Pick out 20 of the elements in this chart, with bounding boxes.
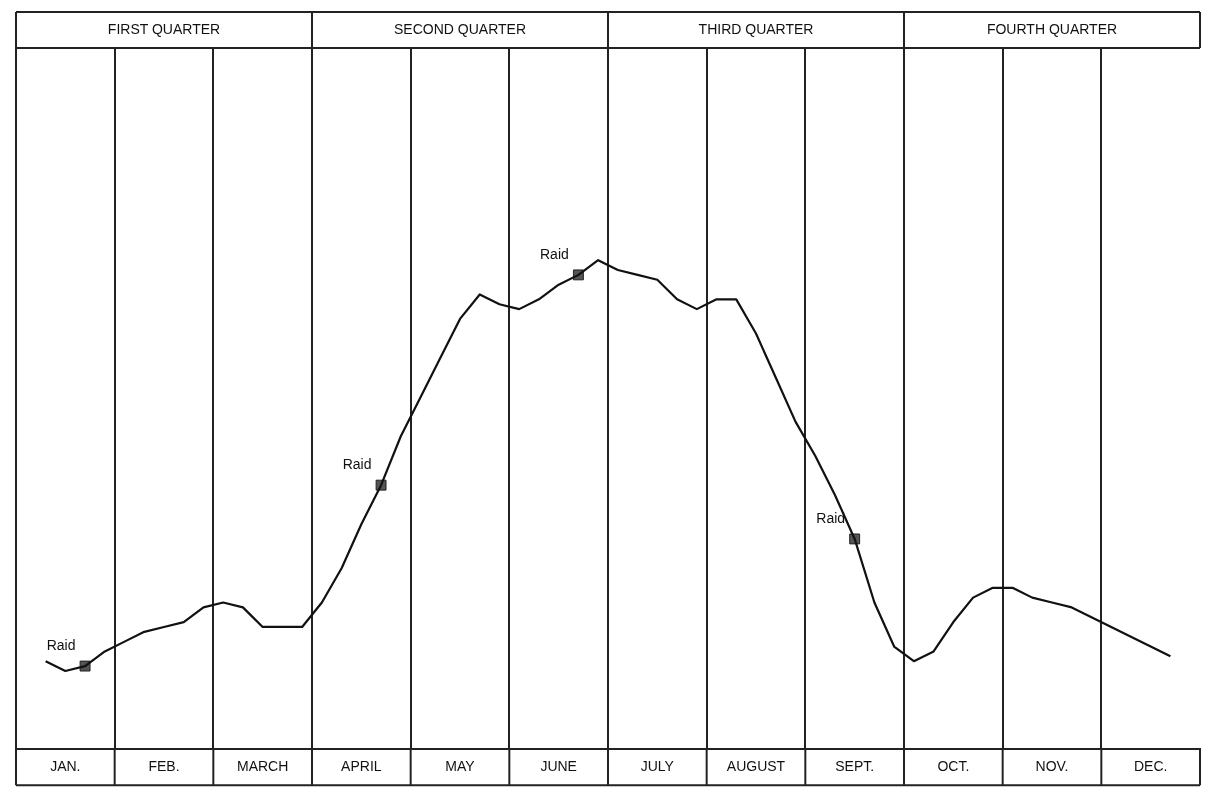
series-label: Raid [816, 509, 846, 526]
text: FOURTH QUARTER [986, 20, 1118, 37]
x-tick-label: JAN. [50, 758, 81, 775]
x-tick-label: SEPT. [835, 758, 875, 775]
text: SECOND QUARTER [394, 20, 526, 37]
x-tick-label: JUNE [540, 758, 577, 775]
x-tick-label: JULY [640, 758, 675, 775]
x-tick-label: MAY [445, 758, 476, 775]
text: THIRD QUARTER [698, 20, 814, 37]
x-tick-label: NOV. [1035, 758, 1069, 775]
x-tick-label: MARCH [236, 758, 289, 775]
x-tick-label: FEB. [148, 758, 180, 775]
x-tick-label: DEC. [1133, 758, 1168, 775]
text: FIRST QUARTER [107, 20, 221, 37]
text: Raid [342, 456, 372, 473]
text: Raid [46, 637, 76, 654]
x-tick-label: AUGUST [726, 758, 786, 775]
x-tick-label: OCT. [937, 758, 970, 775]
x-tick-label: APRIL [341, 758, 382, 775]
text: Raid [540, 245, 569, 262]
